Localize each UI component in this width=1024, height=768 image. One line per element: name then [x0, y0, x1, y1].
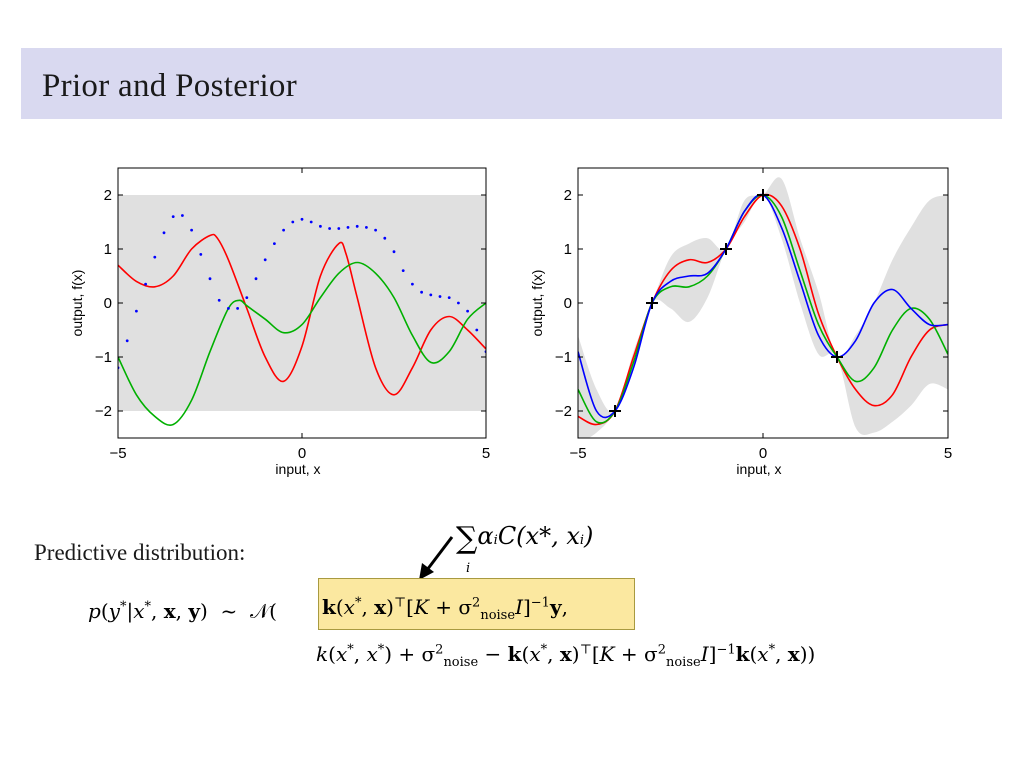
- sample-dot-blue: [429, 293, 433, 297]
- sample-dot-blue: [282, 228, 285, 232]
- sum-symbol: ∑: [456, 521, 478, 556]
- x-tick-label: 5: [482, 445, 490, 462]
- sample-dot-blue: [254, 277, 258, 281]
- x-tick-label: −5: [569, 445, 586, 462]
- y-tick-label: −2: [555, 403, 572, 420]
- sample-dot-blue: [411, 282, 414, 286]
- sum-index: i: [466, 561, 471, 576]
- sample-dot-blue: [319, 224, 322, 228]
- sum-alpha-sub: i: [493, 533, 498, 548]
- sample-dot-blue: [355, 224, 359, 228]
- x-tick-label: −5: [109, 445, 126, 462]
- predictive-distribution-label: Predictive distribution:: [34, 540, 246, 565]
- x-tick-label: 0: [298, 445, 306, 462]
- sample-dot-blue: [365, 226, 368, 229]
- observation-marker: [609, 405, 621, 417]
- y-tick-label: 0: [104, 295, 112, 312]
- sample-dot-blue: [153, 255, 157, 259]
- sample-dot-blue: [181, 214, 184, 217]
- y-tick-label: 1: [104, 241, 112, 258]
- equation-variance: k(x*, x*) + σ2noise − k(x*, x)⊤[K + σ2no…: [316, 642, 816, 670]
- sample-dot-blue: [346, 226, 350, 229]
- sample-dot-blue: [208, 277, 212, 281]
- y-tick-label: 2: [564, 187, 572, 204]
- equation-mean: k(x*, x)⊤[K + σ2noiseI]−1y,: [322, 595, 568, 623]
- sample-line-green: [118, 261, 486, 426]
- title-bar: Prior and Posterior: [21, 48, 1002, 119]
- sample-dot-blue: [199, 253, 203, 256]
- y-tick-label: 1: [564, 241, 572, 258]
- sum-body: C(x*, x: [497, 522, 580, 550]
- observation-marker: [646, 297, 658, 309]
- sample-dot-blue: [227, 307, 230, 310]
- sum-annotation: ∑αiC(x*, xi) i: [456, 517, 594, 576]
- sample-dot-blue: [171, 215, 175, 219]
- sample-dot-blue: [328, 227, 331, 230]
- sample-dot-blue: [217, 298, 221, 302]
- sample-dot-blue: [144, 282, 148, 286]
- sample-dot-blue: [447, 296, 451, 299]
- y-tick-label: 0: [564, 295, 572, 312]
- sample-dot-blue: [291, 220, 295, 224]
- plot-area: [118, 195, 486, 426]
- sample-dot-blue: [135, 309, 138, 313]
- sample-dot-blue: [309, 220, 313, 224]
- sample-dot-blue: [392, 250, 396, 254]
- sample-dot-blue: [263, 258, 267, 262]
- observation-marker: [831, 351, 843, 363]
- equation-lhs: p(y*|x*, x, y) ~ 𝒩(: [88, 599, 277, 623]
- sum-body-close: ): [584, 522, 594, 550]
- confidence-band: [118, 195, 486, 411]
- y-tick-label: −1: [555, 349, 572, 366]
- sample-dot-blue: [475, 328, 479, 332]
- observation-marker: [757, 189, 769, 201]
- sample-line-red: [118, 233, 486, 396]
- sample-dot-blue: [273, 242, 276, 246]
- y-axis-label: output, f(x): [529, 270, 545, 337]
- y-tick-label: 2: [104, 187, 112, 204]
- sample-dot-blue: [245, 296, 249, 299]
- sample-dot-blue: [236, 307, 240, 310]
- y-axis-label: output, f(x): [69, 270, 85, 337]
- sample-dot-blue: [420, 290, 423, 294]
- slide-title: Prior and Posterior: [42, 68, 298, 104]
- x-tick-label: 0: [759, 445, 767, 462]
- y-tick-label: −2: [95, 403, 112, 420]
- sample-dot-blue: [190, 228, 194, 232]
- sample-dot-blue: [383, 236, 387, 240]
- sample-dot-blue: [466, 309, 469, 313]
- sample-dot-blue: [438, 295, 442, 298]
- observation-marker: [720, 243, 732, 255]
- sample-dot-blue: [300, 217, 304, 221]
- sample-dot-blue: [337, 227, 341, 230]
- mean-highlight: [318, 578, 635, 630]
- y-tick-label: −1: [95, 349, 112, 366]
- sample-dot-blue: [162, 231, 166, 235]
- sample-dot-blue: [457, 301, 460, 305]
- confidence-band: [578, 177, 948, 438]
- sample-dot-blue: [374, 228, 377, 232]
- sample-dot-blue: [401, 269, 405, 272]
- sum-alpha: α: [477, 522, 494, 550]
- sum-body-sub: i: [579, 533, 585, 548]
- x-axis-label: input, x: [275, 461, 320, 477]
- sample-dot-blue: [125, 339, 129, 343]
- x-axis-label: input, x: [736, 461, 781, 477]
- x-tick-label: 5: [944, 445, 952, 462]
